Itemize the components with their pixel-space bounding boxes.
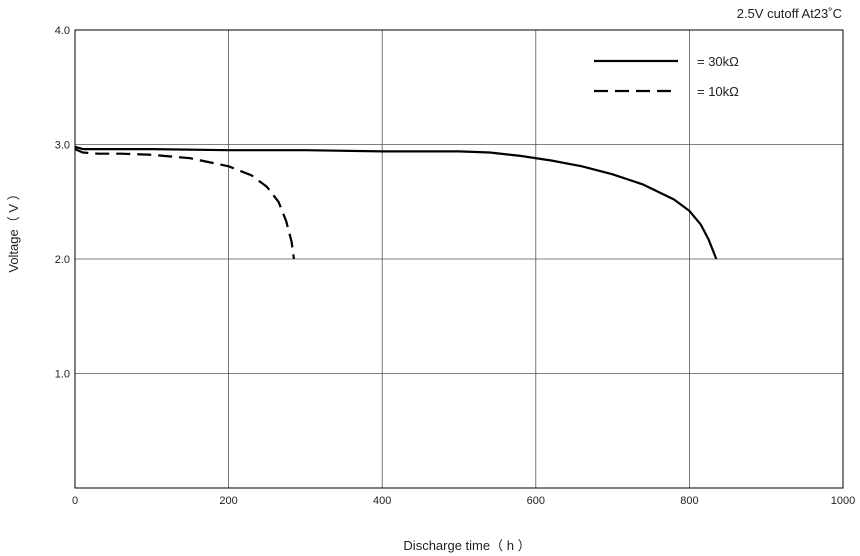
y-tick-label: 4.0 bbox=[55, 25, 70, 37]
x-tick-label: 600 bbox=[527, 495, 545, 507]
x-tick-label: 200 bbox=[219, 495, 237, 507]
x-tick-label: 800 bbox=[680, 495, 698, 507]
x-axis-title: Discharge time（ h ） bbox=[403, 538, 530, 553]
plot-frame bbox=[74, 29, 844, 489]
series-line-30k bbox=[74, 145, 718, 260]
y-tick-label: 1.0 bbox=[55, 369, 70, 381]
cutoff-annotation: 2.5V cutoff At23˚C bbox=[737, 6, 842, 21]
y-tick-label: 3.0 bbox=[55, 140, 70, 152]
x-tick-label: 1000 bbox=[831, 495, 855, 507]
legend: = 30kΩ = 10kΩ bbox=[594, 54, 739, 99]
x-tick-label: 400 bbox=[373, 495, 391, 507]
series-layer bbox=[74, 145, 718, 260]
x-tick-label: 0 bbox=[72, 495, 78, 507]
legend-label: = 30kΩ bbox=[697, 54, 739, 69]
y-axis-title: Voltage（ V ） bbox=[6, 187, 21, 272]
series-line-10k bbox=[74, 148, 295, 260]
y-tick-label: 2.0 bbox=[55, 254, 70, 266]
grid bbox=[75, 30, 843, 488]
legend-label: = 10kΩ bbox=[697, 84, 739, 99]
tick-labels: 0 200 400 600 800 1000 1.0 2.0 3.0 4.0 bbox=[55, 25, 856, 507]
